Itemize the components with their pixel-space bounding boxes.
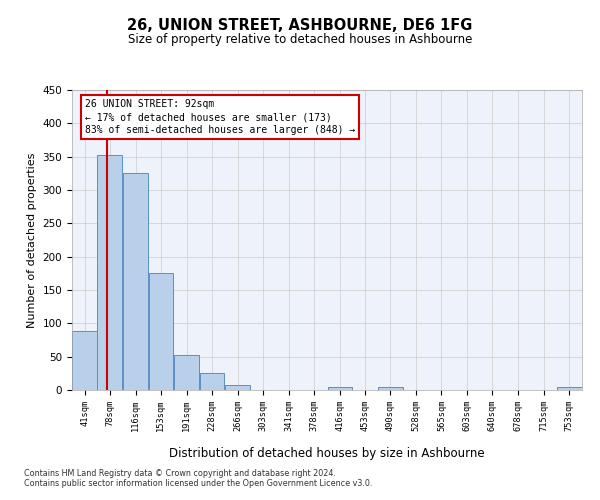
Text: Contains public sector information licensed under the Open Government Licence v3: Contains public sector information licen… [24,479,373,488]
Bar [97,154,122,390]
Bar [124,174,148,390]
Bar [226,384,250,390]
Bar [72,330,97,390]
Bar [175,354,199,390]
Bar [378,386,403,390]
Text: 26 UNION STREET: 92sqm
← 17% of detached houses are smaller (173)
83% of semi-de: 26 UNION STREET: 92sqm ← 17% of detached… [85,99,355,136]
Y-axis label: Number of detached properties: Number of detached properties [27,152,37,328]
Text: Contains HM Land Registry data © Crown copyright and database right 2024.: Contains HM Land Registry data © Crown c… [24,469,336,478]
Bar [200,372,224,390]
Bar [328,388,352,390]
Text: 26, UNION STREET, ASHBOURNE, DE6 1FG: 26, UNION STREET, ASHBOURNE, DE6 1FG [127,18,473,32]
Text: Distribution of detached houses by size in Ashbourne: Distribution of detached houses by size … [169,448,485,460]
Bar [149,274,173,390]
Text: Size of property relative to detached houses in Ashbourne: Size of property relative to detached ho… [128,32,472,46]
Bar [557,386,582,390]
